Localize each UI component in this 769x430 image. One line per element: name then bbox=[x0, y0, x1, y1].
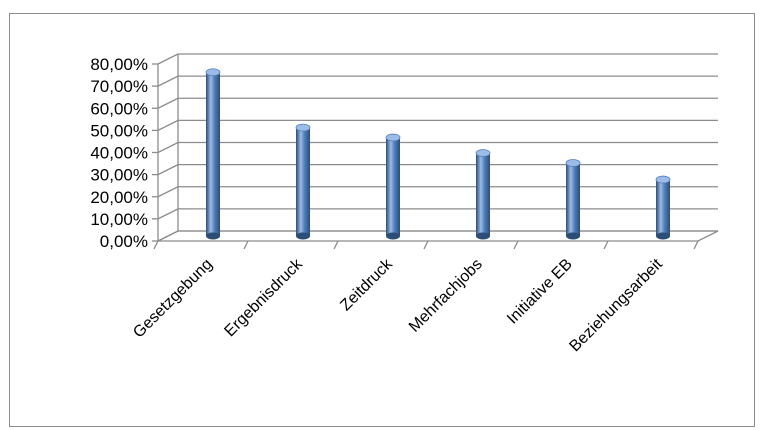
bar-body bbox=[656, 179, 670, 236]
bar-top bbox=[475, 149, 491, 157]
bar-top bbox=[205, 68, 221, 77]
bar bbox=[385, 133, 401, 240]
x-category-label: Gesetzgebung bbox=[130, 256, 216, 342]
y-tick-label: 80,00% bbox=[90, 55, 148, 74]
bar bbox=[205, 68, 221, 240]
bar bbox=[655, 175, 671, 240]
x-tick bbox=[423, 240, 429, 250]
bar-bottom bbox=[206, 232, 220, 240]
bar bbox=[295, 123, 311, 240]
bar-body bbox=[386, 137, 400, 236]
gridline-side bbox=[157, 141, 179, 154]
y-tick-label: 20,00% bbox=[90, 188, 148, 207]
x-category-label: Mehrfachjobs bbox=[406, 256, 486, 336]
bar-top bbox=[655, 175, 671, 184]
y-tick-label: 30,00% bbox=[90, 166, 148, 185]
bar-body bbox=[296, 127, 310, 236]
axes bbox=[152, 63, 699, 250]
chart-frame bbox=[9, 13, 755, 427]
x-category-label: Initiative EB bbox=[504, 256, 576, 328]
y-tick-label: 60,00% bbox=[90, 99, 148, 118]
y-tick-label: 70,00% bbox=[90, 77, 148, 96]
bar-bottom bbox=[296, 232, 310, 240]
y-tick-label: 50,00% bbox=[90, 121, 148, 140]
x-category-label: Ergebnisdruck bbox=[221, 255, 306, 340]
grid bbox=[157, 53, 719, 242]
x-category-label: Zeitdruck bbox=[337, 255, 396, 314]
y-tick-label: 40,00% bbox=[90, 144, 148, 163]
gridline-side bbox=[157, 97, 179, 109]
bar-top bbox=[565, 159, 581, 167]
x-tick bbox=[333, 240, 339, 250]
gridline-side bbox=[157, 75, 179, 87]
gridline-side bbox=[157, 119, 179, 131]
x-tick bbox=[513, 240, 519, 250]
bar bbox=[475, 149, 491, 240]
x-category-label: Beziehungsarbeit bbox=[566, 255, 666, 355]
gridline-side bbox=[157, 186, 179, 198]
x-tick bbox=[153, 240, 159, 250]
x-tick bbox=[243, 240, 249, 250]
bar-bottom bbox=[566, 232, 580, 240]
bar-bottom bbox=[386, 232, 400, 240]
bar-body bbox=[206, 72, 220, 237]
bar-body bbox=[476, 153, 490, 236]
floor bbox=[157, 230, 719, 242]
y-tick-label: 0,00% bbox=[100, 232, 148, 251]
bar-bottom bbox=[476, 232, 490, 240]
gridline-side bbox=[157, 164, 179, 176]
x-tick bbox=[693, 240, 699, 250]
bar-top bbox=[385, 133, 401, 142]
bar-body bbox=[566, 162, 580, 236]
bar-top bbox=[295, 123, 311, 132]
bar bbox=[565, 159, 581, 240]
bar-bottom bbox=[656, 232, 670, 240]
y-tick-label: 10,00% bbox=[90, 210, 148, 229]
gridline-side bbox=[157, 53, 179, 65]
gridline-side bbox=[157, 208, 179, 220]
bars bbox=[205, 68, 671, 240]
x-tick bbox=[603, 240, 609, 250]
